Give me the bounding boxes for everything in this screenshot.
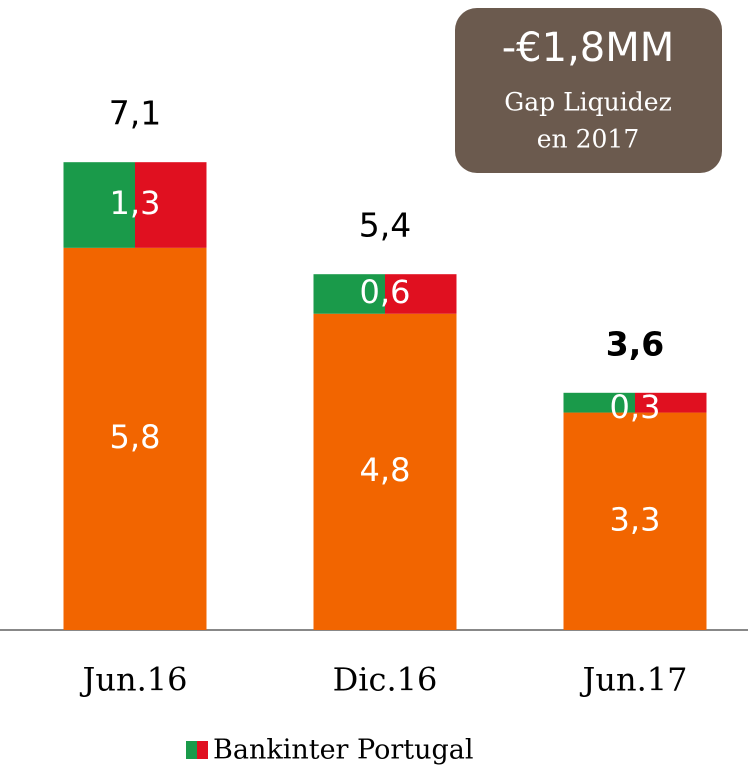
bar-segment [63, 247, 207, 630]
bar-segment [135, 162, 207, 248]
bar-segment [385, 274, 457, 314]
legend-swatch [186, 741, 197, 759]
value-label: 0,6 [360, 273, 411, 311]
annotation-text: Gap Liquidez [504, 88, 672, 117]
x-tick-label: Dic.16 [333, 661, 438, 699]
value-label: 5,8 [110, 418, 161, 456]
annotation-text: en 2017 [537, 125, 639, 154]
bar-segment [313, 313, 457, 630]
total-label: 7,1 [109, 94, 161, 133]
annotation-value: -€1,8MM [502, 25, 675, 71]
legend-label: Bankinter Portugal [213, 735, 474, 766]
annotation-box [455, 8, 722, 173]
value-label: 4,8 [360, 451, 411, 489]
bar-segment [563, 412, 707, 630]
legend-swatch [197, 741, 208, 759]
bar-segment [313, 274, 385, 314]
bar-segment [563, 392, 635, 413]
bar-segment [63, 162, 135, 248]
total-label: 5,4 [359, 206, 411, 245]
value-label: 3,3 [610, 500, 661, 538]
bar-segment [635, 392, 707, 413]
x-tick-label: Jun.16 [80, 661, 188, 699]
value-label: 1,3 [110, 184, 161, 222]
x-tick-label: Jun.17 [580, 661, 688, 699]
total-label: 3,6 [606, 324, 664, 363]
value-label: 0,3 [610, 388, 661, 426]
